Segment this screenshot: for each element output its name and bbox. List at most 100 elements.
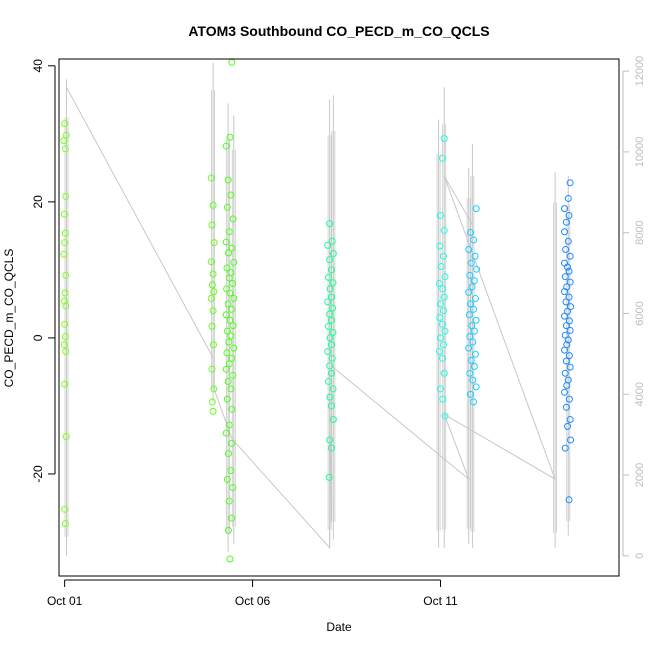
secondary-y-tick-label: 12000 [634,56,646,87]
data-point [225,360,233,368]
y-tick-label: 0 [31,334,45,341]
data-point [564,336,572,344]
data-point [60,341,68,349]
x-tick-label: Oct 11 [423,594,458,608]
data-point [226,555,234,563]
data-point [564,422,572,430]
data-point [225,526,233,534]
data-point [567,436,575,444]
data-point [62,302,70,310]
data-point [228,305,236,313]
data-point [62,271,70,279]
data-point [60,250,68,258]
data-point [468,283,476,291]
data-point [469,338,477,346]
data-point [466,271,474,279]
data-point [467,356,475,364]
data-point [439,341,447,349]
data-point [465,288,473,296]
data-point [62,192,70,200]
data-point [562,403,570,411]
data-point [223,285,231,293]
secondary-y-tick-label: 2000 [634,463,646,487]
data-point [224,176,232,184]
data-point [473,265,481,273]
data-point [472,316,480,324]
data-point [561,444,569,452]
data-point [229,484,237,492]
data-point [226,289,234,297]
data-point [229,371,237,379]
data-point [467,390,475,398]
data-point [468,322,476,330]
data-point [329,416,337,424]
data-point [60,297,68,305]
data-point [208,365,216,373]
data-point [230,294,238,302]
data-point [471,294,479,302]
data-point [470,327,478,335]
plot-frame [58,58,620,577]
data-point [209,407,217,415]
data-point [327,266,335,274]
data-point [472,205,480,213]
data-point [565,496,573,504]
data-point [471,252,479,260]
secondary-y-tick-label: 0 [634,553,646,559]
data-point [324,377,332,385]
data-point [329,304,337,312]
data-point [210,385,218,393]
data-point [229,322,237,330]
data-point [329,250,337,258]
data-point [465,245,473,253]
data-point [228,405,236,413]
data-point [207,174,215,182]
data-point [435,348,443,356]
data-point [325,473,333,481]
data-point [208,398,216,406]
data-point [436,314,444,321]
data-point [440,135,448,143]
data-point [327,293,335,301]
data-point [223,203,231,211]
data-point [326,436,334,444]
data-point [227,385,235,393]
data-point [562,218,570,226]
chart-title: ATOM3 Southbound CO_PECD_m_CO_QCLS [188,23,489,39]
data-point [327,369,335,377]
data-point [471,350,479,358]
data-point [223,475,231,483]
y-axis-label: CO_PECD_m_CO_QCLS [2,249,16,388]
data-point [437,262,445,270]
data-point [324,273,332,281]
data-point [61,505,69,513]
x-tick-label: Oct 06 [235,594,271,608]
data-point [207,258,215,266]
data-point [225,421,233,429]
data-point [208,322,216,330]
x-tick-label: Oct 01 [47,594,83,608]
data-point [470,236,478,244]
data-point [436,211,444,219]
data-point [561,312,569,320]
x-axis: Oct 01 Oct 06 Oct 11 [47,579,458,608]
data-point [561,228,569,236]
data-point [230,258,238,266]
data-point [561,369,569,377]
data-point [438,154,446,162]
data-point [326,220,334,228]
data-point [61,229,69,237]
data-point [566,278,574,286]
data-point [230,344,238,352]
data-point [329,328,337,336]
data-point [61,520,69,528]
data-point [225,228,233,236]
data-point [62,348,70,356]
data-point [562,245,570,253]
secondary-y-tick-label: 10000 [634,137,646,168]
data-point [328,237,336,245]
data-point [563,382,571,390]
data-point [61,120,69,128]
data-point [60,137,68,145]
